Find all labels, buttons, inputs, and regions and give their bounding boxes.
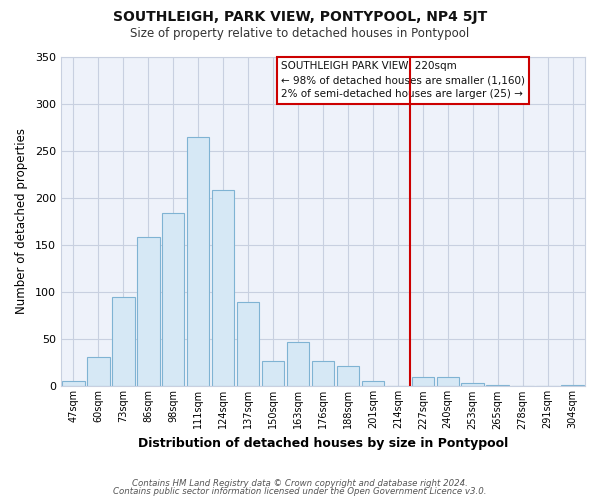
Bar <box>137 236 160 386</box>
Text: SOUTHLEIGH PARK VIEW: 220sqm
← 98% of detached houses are smaller (1,160)
2% of : SOUTHLEIGH PARK VIEW: 220sqm ← 98% of de… <box>281 62 525 100</box>
Text: Contains public sector information licensed under the Open Government Licence v3: Contains public sector information licen… <box>113 487 487 496</box>
Bar <box>237 302 259 386</box>
Bar <box>212 190 235 386</box>
Bar <box>62 380 85 386</box>
Text: SOUTHLEIGH, PARK VIEW, PONTYPOOL, NP4 5JT: SOUTHLEIGH, PARK VIEW, PONTYPOOL, NP4 5J… <box>113 10 487 24</box>
Bar <box>337 366 359 386</box>
Bar <box>287 342 309 386</box>
Bar <box>87 357 110 386</box>
Bar <box>312 361 334 386</box>
Bar <box>362 380 384 386</box>
Bar <box>461 382 484 386</box>
Bar <box>412 377 434 386</box>
Bar <box>112 297 134 386</box>
Bar <box>561 384 584 386</box>
Bar <box>437 377 459 386</box>
Bar <box>262 361 284 386</box>
Text: Size of property relative to detached houses in Pontypool: Size of property relative to detached ho… <box>130 28 470 40</box>
X-axis label: Distribution of detached houses by size in Pontypool: Distribution of detached houses by size … <box>138 437 508 450</box>
Bar <box>162 213 184 386</box>
Text: Contains HM Land Registry data © Crown copyright and database right 2024.: Contains HM Land Registry data © Crown c… <box>132 478 468 488</box>
Y-axis label: Number of detached properties: Number of detached properties <box>15 128 28 314</box>
Bar <box>187 136 209 386</box>
